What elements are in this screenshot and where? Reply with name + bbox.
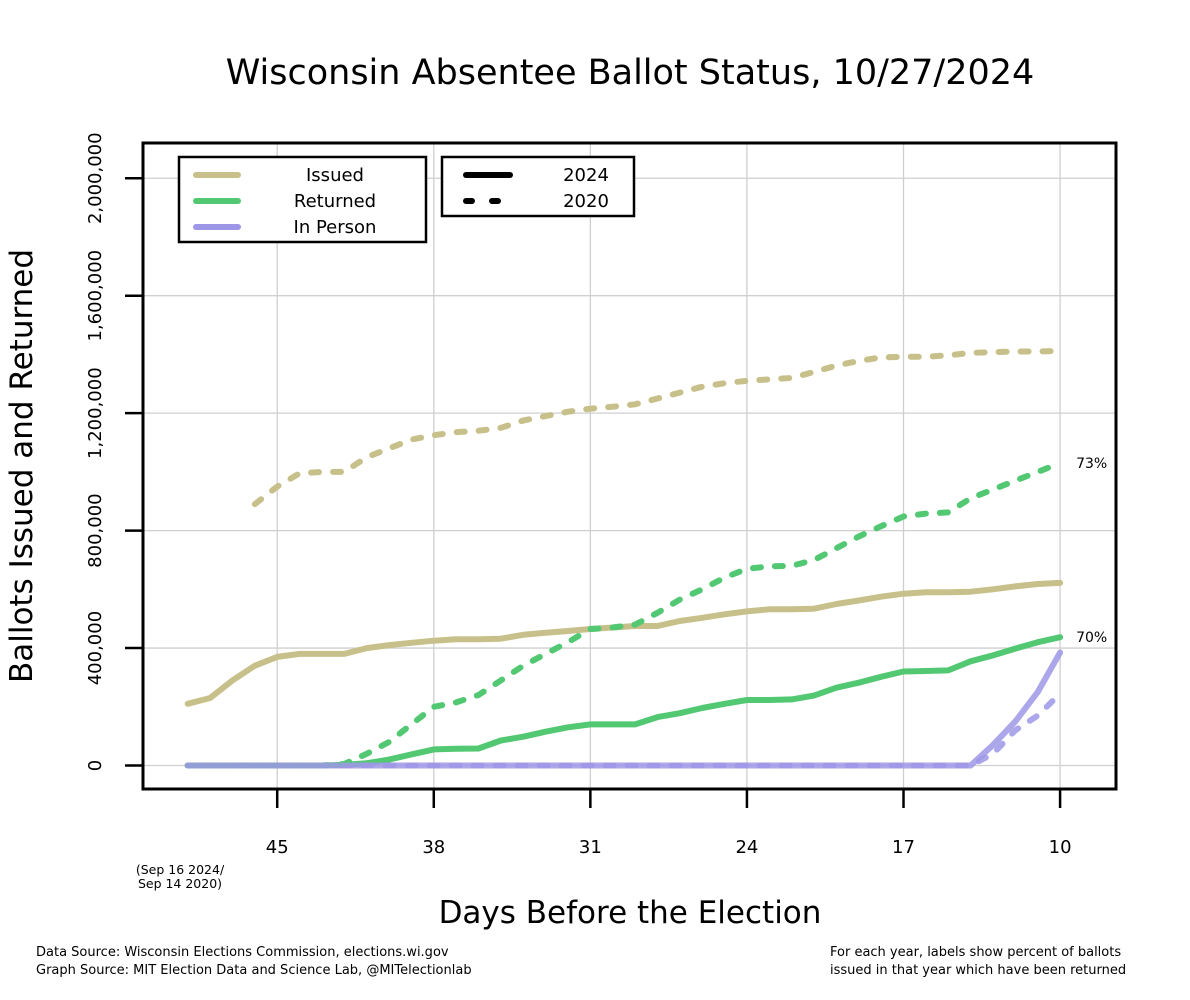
- chart-title: Wisconsin Absentee Ballot Status, 10/27/…: [226, 53, 1035, 93]
- returned-percent-label: 70%: [1076, 630, 1107, 646]
- legend-label: Returned: [294, 191, 376, 212]
- legend-label: Issued: [306, 165, 364, 186]
- label-note-line-2: issued in that year which have been retu…: [830, 963, 1127, 978]
- x-axis-label: Days Before the Election: [439, 895, 822, 931]
- returned-percent-label: 73%: [1076, 456, 1107, 472]
- y-tick-label: 1,600,000: [85, 250, 106, 342]
- series-line-in-person-2020: [184, 690, 1064, 769]
- x-start-date-note: Sep 14 2020): [138, 876, 222, 891]
- y-tick-label: 2,000,000: [85, 132, 106, 224]
- y-tick-label: 800,000: [85, 493, 106, 567]
- data-source-line: Data Source: Wisconsin Elections Commiss…: [36, 945, 449, 960]
- x-tick-label: 24: [735, 837, 758, 858]
- legend-box-years: [440, 155, 636, 218]
- x-tick-label: 45: [266, 837, 289, 858]
- series-line-issued-2024: [184, 579, 1064, 707]
- plot-frame: [141, 141, 1118, 791]
- axes: 45 38 31 24 17 10 (Sep 16 2024/Sep 14 2020) 0 40…: [85, 132, 1072, 891]
- series-line-returned-2020: [184, 460, 1064, 769]
- label-note-line-1: For each year, labels show percent of ba…: [830, 945, 1122, 960]
- y-tick-label: 0: [85, 760, 106, 771]
- x-tick-label: 38: [422, 837, 445, 858]
- graph-source-line: Graph Source: MIT Election Data and Scie…: [36, 963, 472, 978]
- y-tick-label: 400,000: [85, 611, 106, 685]
- x-start-date-note: (Sep 16 2024/: [136, 862, 225, 877]
- y-tick-label: 1,200,000: [85, 367, 106, 459]
- legend: Issued Returned In Person 2024 2020: [177, 155, 636, 244]
- x-tick-label: 31: [579, 837, 602, 858]
- x-tick-label: 17: [892, 837, 915, 858]
- y-axis-label: Ballots Issued and Returned: [4, 249, 40, 683]
- legend-label: In Person: [294, 217, 377, 238]
- label-explanation-note: For each year, labels show percent of ba…: [830, 944, 1126, 980]
- data-source-note: Data Source: Wisconsin Elections Commiss…: [36, 944, 472, 980]
- series-line-issued-2020: [251, 347, 1064, 508]
- legend-year-label: 2024: [563, 165, 609, 186]
- series-layer: 73% 70%: [184, 347, 1107, 769]
- x-tick-label: 10: [1049, 837, 1072, 858]
- legend-year-label: 2020: [563, 191, 609, 212]
